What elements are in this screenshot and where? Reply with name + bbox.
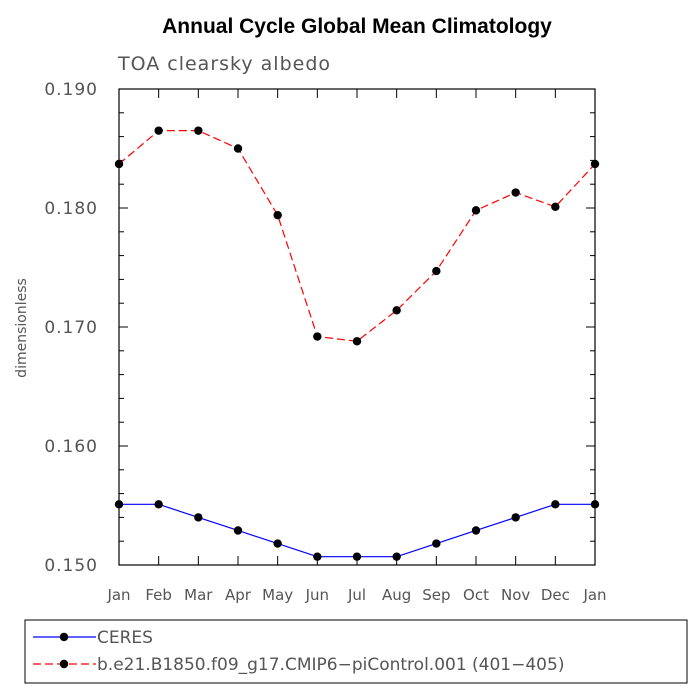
y-tick-label: 0.150 [44,556,98,576]
data-point-ceres [313,552,322,561]
x-tick-label: Mar [184,586,213,604]
data-point-ceres [551,500,560,509]
tick-marks [118,88,596,566]
x-tick-label: Jan [582,586,606,604]
y-tick-label: 0.180 [44,199,98,219]
x-tick-label: Feb [145,586,172,604]
data-point-model [511,188,520,197]
data-point-ceres [233,526,243,535]
data-point-model [194,126,203,135]
data-point-ceres [432,539,441,548]
data-point-ceres [273,539,282,548]
data-point-model [313,332,322,341]
x-tick-label: Aug [382,586,411,604]
chart-subtitle: TOA clearsky albedo [117,53,331,75]
series-line-ceres [119,503,595,558]
data-point-ceres [154,500,163,509]
data-point-model [154,126,163,135]
plot-frame [118,88,596,566]
data-series [114,126,600,561]
data-point-ceres [194,513,203,522]
data-point-model [352,337,362,346]
data-point-ceres [511,513,520,522]
x-tick-label: Dec [541,586,570,604]
series-line-model [118,130,596,342]
data-point-ceres [114,500,124,509]
y-tick-label: 0.190 [44,80,98,100]
legend-box [24,619,688,684]
legend-label-model: b.e21.B1850.f09_g17.CMIP6−piControl.001 … [97,655,564,675]
x-tick-label: May [262,586,293,604]
legend-marker-model [59,659,69,669]
data-point-model [432,266,441,276]
y-tick-label: 0.170 [44,318,98,338]
x-tick-label: Jun [305,586,329,604]
x-tick-label: Oct [463,586,489,604]
x-tick-label: Jan [106,586,130,604]
x-tick-label: Sep [422,586,450,604]
data-point-model [273,210,282,220]
y-tick-label: 0.160 [44,437,98,457]
y-tick-labels: 0.150 0.160 0.170 0.180 0.190 [44,80,98,576]
data-point-ceres [352,552,362,561]
legend-label-ceres: CERES [97,628,153,648]
chart-title: Annual Cycle Global Mean Climatology [162,15,552,38]
x-tick-labels: Jan Feb Mar Apr May Jun Jul Aug Sep Oct Nov Dec Jan [106,586,606,604]
data-point-model [392,306,401,315]
data-point-model [114,159,124,169]
data-point-ceres [392,552,401,561]
x-tick-label: Nov [501,586,530,604]
legend: CERES b.e21.B1850.f09_g17.CMIP6−piContro… [24,619,688,684]
y-axis-label: dimensionless [14,278,30,378]
data-point-ceres [590,500,600,509]
x-tick-label: Jul [347,586,366,604]
data-point-model [551,202,560,212]
data-point-model [233,144,243,153]
data-point-model [471,206,481,215]
legend-marker-ceres [59,632,69,642]
x-tick-label: Apr [225,586,252,604]
data-point-model [590,159,600,169]
data-point-ceres [471,526,481,535]
